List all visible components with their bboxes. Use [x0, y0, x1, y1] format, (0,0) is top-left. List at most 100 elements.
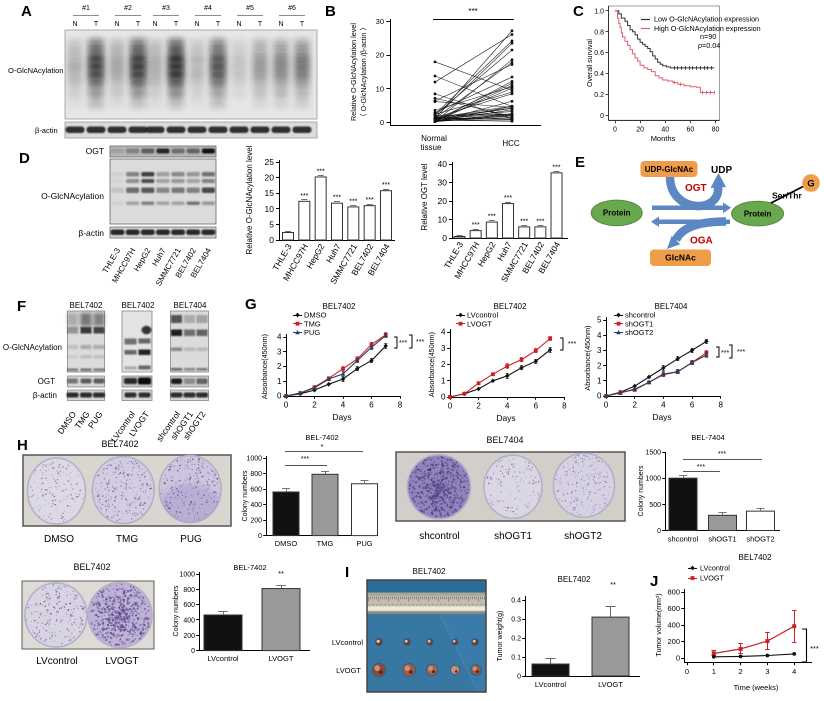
svg-text:1: 1 [441, 376, 446, 385]
svg-text:Ser/Thr: Ser/Thr [772, 191, 802, 201]
svg-text:4: 4 [792, 667, 796, 676]
svg-text:B: B [325, 3, 336, 20]
svg-text:2: 2 [277, 362, 282, 371]
svg-text:N: N [236, 21, 241, 28]
svg-text:0.1: 0.1 [511, 655, 521, 662]
svg-text:PUG: PUG [304, 328, 320, 337]
svg-text:BEL7402: BEL7402 [413, 567, 446, 576]
svg-text:20: 20 [636, 127, 644, 134]
svg-text:0: 0 [441, 393, 446, 402]
svg-text:800: 800 [183, 587, 195, 594]
svg-text:OGA: OGA [690, 236, 713, 247]
svg-text:T: T [258, 21, 263, 28]
svg-text:***: *** [568, 341, 576, 348]
svg-text:T: T [300, 21, 305, 28]
svg-text:6: 6 [690, 401, 695, 410]
svg-text:shOGT2: shOGT2 [564, 531, 602, 542]
svg-text:PUG: PUG [86, 409, 105, 430]
svg-text:T: T [174, 21, 179, 28]
svg-text:A: A [21, 3, 32, 20]
svg-text:0: 0 [676, 654, 680, 663]
svg-text:Protein: Protein [744, 209, 772, 218]
svg-text:shcontrol: shcontrol [419, 531, 460, 542]
svg-text:4: 4 [341, 401, 346, 410]
svg-text:LVOGT: LVOGT [269, 654, 294, 663]
svg-text:N: N [72, 21, 77, 28]
svg-text:6: 6 [534, 402, 539, 411]
svg-text:Colony numbers: Colony numbers [242, 470, 249, 521]
svg-text:2: 2 [739, 667, 743, 676]
svg-text:0: 0 [277, 392, 282, 401]
svg-text:#4: #4 [204, 5, 212, 12]
svg-text:T: T [216, 21, 221, 28]
svg-text:BEL7402: BEL7402 [494, 302, 527, 311]
svg-text:I: I [345, 564, 349, 581]
svg-text:0.6: 0.6 [594, 50, 604, 57]
svg-text:Relative O-GlcNAcylation leve: Relative O-GlcNAcylation level [245, 145, 254, 254]
svg-text:tissue: tissue [421, 143, 442, 152]
svg-text:1000: 1000 [179, 572, 195, 579]
svg-text:G: G [807, 179, 814, 190]
svg-text:***: *** [349, 198, 357, 205]
svg-text:2: 2 [632, 401, 637, 410]
svg-text:LVcontrol: LVcontrol [332, 638, 363, 647]
svg-text:1500: 1500 [645, 450, 661, 457]
svg-text:4: 4 [505, 402, 510, 411]
svg-text:BEL7404: BEL7404 [655, 302, 688, 311]
svg-text:TMG: TMG [116, 534, 138, 545]
svg-text:***: *** [697, 464, 705, 471]
svg-text:600: 600 [667, 604, 680, 613]
svg-text:4: 4 [597, 331, 602, 340]
svg-text:0.2: 0.2 [511, 636, 521, 643]
svg-text:p: p [697, 41, 702, 50]
svg-text:LVOGT: LVOGT [700, 574, 724, 583]
svg-text:Colony numbers: Colony numbers [173, 585, 180, 636]
svg-text:Months: Months [651, 134, 676, 143]
svg-text:DMSO: DMSO [44, 534, 74, 545]
svg-text:***: *** [488, 214, 496, 221]
svg-text:O-GlcNAcylation: O-GlcNAcylation [3, 343, 62, 352]
svg-text:20: 20 [265, 173, 275, 183]
svg-text:β-actin: β-actin [33, 391, 57, 400]
svg-text:1: 1 [712, 667, 716, 676]
svg-text:LVcontrol: LVcontrol [467, 311, 498, 320]
svg-text:N: N [152, 21, 157, 28]
svg-text:20: 20 [438, 196, 448, 206]
svg-text:800: 800 [250, 471, 262, 478]
svg-text:200: 200 [183, 633, 195, 640]
svg-text:Overall survival: Overall survival [587, 39, 594, 87]
svg-text:1: 1 [277, 377, 282, 386]
svg-text:Relative O-GlcNAcylation level: Relative O-GlcNAcylation level [349, 23, 358, 121]
svg-text:***: *** [520, 218, 528, 225]
svg-text:BEL7402: BEL7402 [558, 575, 591, 584]
svg-text:shcontrol: shcontrol [625, 311, 656, 320]
svg-text:400: 400 [250, 502, 262, 509]
svg-text:#5: #5 [246, 5, 254, 12]
svg-text:600: 600 [250, 487, 262, 494]
svg-text:F: F [17, 298, 26, 315]
svg-text:BEL7404: BEL7404 [486, 435, 523, 445]
svg-text:E: E [575, 154, 585, 171]
svg-text:15: 15 [265, 188, 275, 198]
svg-text:PUG: PUG [356, 539, 372, 548]
svg-text:#1: #1 [82, 5, 90, 12]
svg-text:Days: Days [496, 413, 515, 423]
svg-text:0: 0 [517, 674, 521, 681]
svg-text:***: *** [737, 349, 745, 356]
svg-text:Absorbance(450nm): Absorbance(450nm) [583, 325, 592, 390]
svg-text:1.0: 1.0 [594, 8, 604, 15]
svg-text:LVOGT: LVOGT [467, 319, 492, 328]
svg-text:H: H [17, 437, 28, 454]
svg-text:200: 200 [667, 637, 680, 646]
svg-text:0: 0 [380, 118, 384, 127]
svg-text:LVcontrol: LVcontrol [700, 564, 730, 573]
svg-text:0.2: 0.2 [594, 92, 604, 99]
svg-text:6: 6 [369, 401, 374, 410]
svg-text:Normal: Normal [421, 134, 447, 143]
svg-text:TMG: TMG [304, 319, 321, 328]
svg-text:0: 0 [613, 127, 617, 134]
svg-text:***: *** [382, 182, 390, 189]
svg-text:Absorbance(450nm): Absorbance(450nm) [427, 332, 436, 397]
svg-text:〈 O-GlcNAcylation /β-actin 〉: 〈 O-GlcNAcylation /β-actin 〉 [359, 23, 368, 120]
svg-text:10: 10 [376, 84, 384, 93]
